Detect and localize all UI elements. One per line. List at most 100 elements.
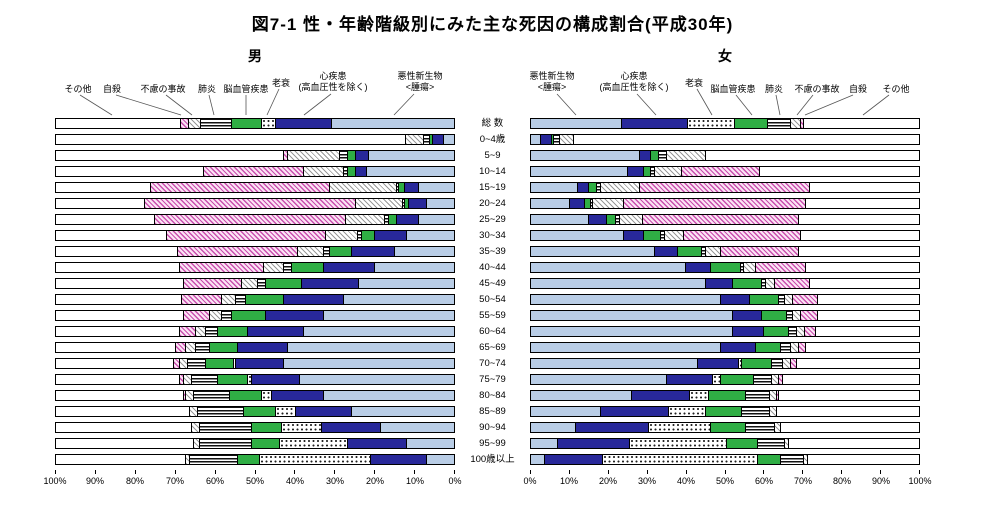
segment-cerebro: [290, 263, 323, 272]
segment-cerebro: [209, 343, 238, 352]
segment-accident: [593, 199, 625, 208]
male-bar: [55, 262, 455, 273]
segment-accident: [655, 167, 683, 176]
segment-senility: [668, 407, 706, 416]
segment-pneumonia: [193, 391, 230, 400]
segment-other: [806, 263, 919, 272]
segment-cerebro: [726, 439, 758, 448]
segment-pneumonia: [659, 151, 667, 160]
segment-accident: [328, 183, 397, 192]
segment-cerebro: [761, 311, 788, 320]
female-chart-rows: [530, 116, 920, 468]
segment-pneumonia: [616, 215, 621, 224]
segment-pneumonia: [701, 247, 706, 256]
segment-malignant: [358, 279, 454, 288]
female-bar: [530, 150, 920, 161]
segment-malignant: [531, 407, 601, 416]
legend-label-senility-female: 老衰: [684, 78, 704, 88]
segment-cerebro: [643, 231, 661, 240]
male-bar: [55, 374, 455, 385]
male-chart-rows: [55, 116, 455, 468]
age-label: 5~9: [484, 150, 501, 161]
axis-tick-label: 90%: [871, 476, 891, 486]
segment-cerebro: [360, 231, 375, 240]
segment-malignant: [531, 119, 623, 128]
segment-heart: [294, 407, 351, 416]
segment-suicide: [179, 375, 184, 384]
segment-malignant: [531, 375, 667, 384]
segment-cerebro: [756, 343, 782, 352]
segment-pneumonia: [554, 135, 561, 144]
female-bar: [530, 198, 920, 209]
segment-cerebro: [643, 167, 652, 176]
segment-other: [798, 215, 919, 224]
segment-heart: [354, 167, 367, 176]
age-label: 75~79: [479, 374, 506, 385]
segment-malignant: [531, 439, 559, 448]
segment-accident: [600, 183, 640, 192]
segment-pneumonia: [423, 135, 430, 144]
segment-other: [705, 151, 919, 160]
segment-pneumonia: [342, 167, 347, 176]
segment-pneumonia: [187, 359, 206, 368]
segment-cerebro: [388, 215, 397, 224]
segment-accident: [324, 231, 357, 240]
segment-other: [573, 135, 919, 144]
segment-suicide: [183, 311, 210, 320]
axis-tick-label: 10%: [559, 476, 579, 486]
segment-accident: [209, 311, 222, 320]
segment-malignant: [380, 423, 454, 432]
segment-suicide: [800, 311, 819, 320]
segment-heart: [721, 295, 751, 304]
segment-other: [56, 151, 283, 160]
segment-heart: [374, 231, 407, 240]
legend-label-malignant-female: 悪性新生物 <腫瘍>: [529, 71, 575, 92]
male-bar: [55, 422, 455, 433]
segment-other: [806, 343, 919, 352]
segment-suicide: [183, 391, 186, 400]
segment-other: [56, 343, 176, 352]
segment-malignant: [426, 455, 454, 464]
segment-other: [788, 439, 919, 448]
segment-senility: [261, 391, 271, 400]
segment-cerebro: [328, 247, 351, 256]
segment-other: [56, 439, 194, 448]
segment-cerebro: [398, 183, 405, 192]
segment-accident: [405, 135, 424, 144]
segment-accident: [796, 327, 805, 336]
segment-senility: [602, 455, 758, 464]
legend-label-pneumonia-female: 肺炎: [764, 84, 784, 94]
segment-accident: [195, 327, 206, 336]
segment-cerebro: [237, 455, 259, 464]
segment-malignant: [298, 375, 454, 384]
segment-cerebro: [705, 407, 743, 416]
segment-heart: [628, 167, 644, 176]
segment-heart: [404, 183, 419, 192]
segment-malignant: [322, 391, 454, 400]
segment-cerebro: [217, 375, 248, 384]
segment-pneumonia: [282, 263, 291, 272]
female-panel-header: 女: [718, 48, 732, 64]
segment-malignant: [531, 151, 640, 160]
male-bar: [55, 358, 455, 369]
legend-label-pneumonia-male: 肺炎: [197, 84, 217, 94]
segment-pneumonia: [757, 439, 786, 448]
segment-suicide: [643, 215, 799, 224]
axis-tick-label: 50%: [715, 476, 735, 486]
segment-other: [806, 199, 919, 208]
segment-other: [56, 311, 184, 320]
female-axis-labels: 0% 10% 20% 30% 40% 50% 60% 70% 80% 90% 100%: [523, 476, 931, 488]
segment-suicide: [639, 183, 811, 192]
segment-senility: [247, 375, 252, 384]
segment-pneumonia: [740, 263, 745, 272]
segment-other: [804, 119, 919, 128]
segment-accident: [188, 119, 201, 128]
female-bar: [530, 214, 920, 225]
male-bar: [55, 454, 455, 465]
male-axis-labels: 100% 90% 80% 70% 60% 50% 40% 30% 20% 10% 0%: [43, 476, 461, 488]
segment-other: [818, 295, 919, 304]
segment-heart: [346, 439, 407, 448]
segment-pneumonia: [257, 279, 265, 288]
age-label: 60~64: [479, 326, 506, 337]
segment-other: [56, 231, 166, 240]
